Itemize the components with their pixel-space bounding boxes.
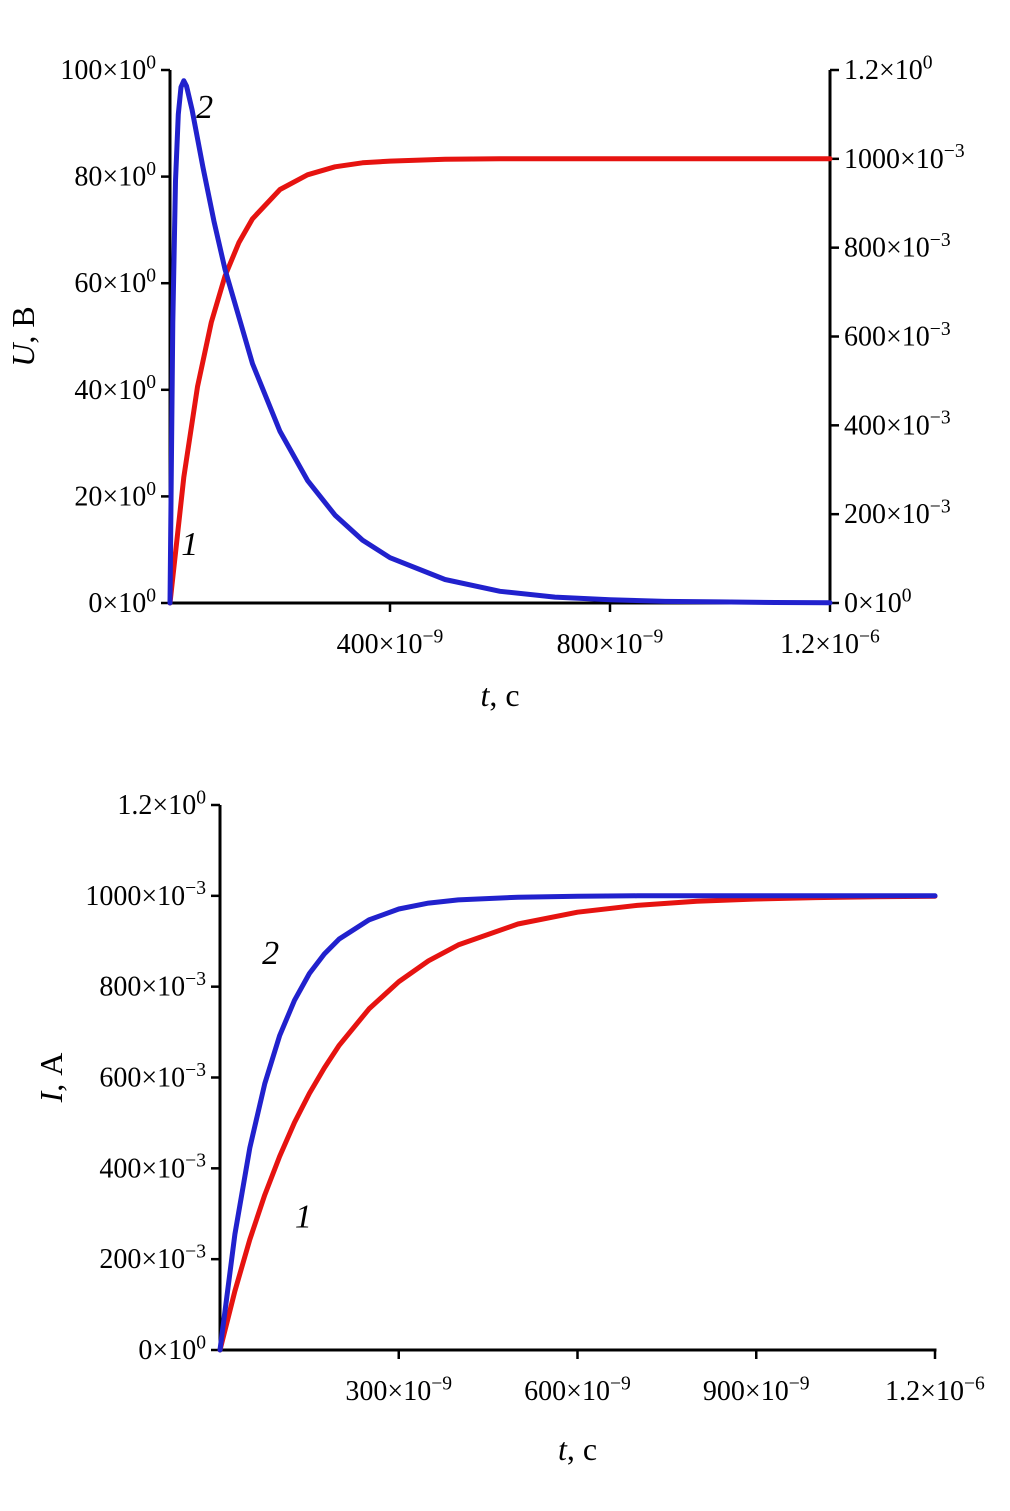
y-right-tick-label: 1000×10−3 (844, 141, 965, 175)
y-tick-label: 800×10−3 (99, 969, 206, 1003)
curve-1 (167, 156, 833, 606)
y-tick-label: 40×100 (74, 372, 156, 406)
curve-1 (217, 893, 938, 1353)
curve-label-1: 1 (295, 1198, 312, 1235)
y-tick-label: 100×100 (60, 52, 156, 86)
y-right-tick-label: 200×10−3 (844, 497, 951, 531)
y-right-tick-label: 1.2×100 (844, 52, 933, 86)
y-right-tick-label: 600×10−3 (844, 319, 951, 353)
curve-label-2: 2 (262, 935, 279, 972)
curve-label-1: 1 (181, 526, 198, 563)
current-chart-figure: 300×10−9 600×10−9 900×10−9 1.2×10−6 0×100 200… (0, 745, 1010, 1511)
x-tick-label: 1.2×10−6 (780, 626, 880, 660)
y-tick-label: 60×100 (74, 266, 156, 300)
y-right-tick-label: 800×10−3 (844, 230, 951, 264)
y-right-tick-label: 0×100 (844, 585, 912, 619)
current-time-chart: 300×10−9 600×10−9 900×10−9 1.2×10−6 0×100 200… (33, 787, 985, 1467)
y-tick-label: 1000×10−3 (85, 878, 206, 912)
curve-label-2: 2 (196, 89, 213, 126)
x-axis-title: t, с (480, 677, 519, 713)
voltage-chart-figure: 400×10−9 800×10−9 1.2×10−6 0×100 20×100 40×10… (0, 0, 1010, 745)
y-tick-label: 600×10−3 (99, 1060, 206, 1094)
y-axis-title: I, А (33, 1053, 69, 1104)
y-tick-label: 1.2×100 (117, 787, 206, 821)
y-tick-label: 0×100 (88, 585, 156, 619)
y-tick-label: 400×10−3 (99, 1151, 206, 1185)
x-tick-label: 800×10−9 (557, 626, 664, 660)
x-tick-label: 900×10−9 (703, 1373, 810, 1407)
y-axis-title: U, В (5, 306, 41, 366)
y-right-tick-label: 400×10−3 (844, 408, 951, 442)
x-tick-label: 400×10−9 (337, 626, 444, 660)
x-tick-label: 300×10−9 (345, 1373, 452, 1407)
curve-2 (167, 78, 833, 606)
y-tick-label: 80×100 (74, 159, 156, 193)
curve-2 (217, 893, 938, 1353)
voltage-time-chart: 400×10−9 800×10−9 1.2×10−60×10020×10040×10… (5, 52, 965, 713)
x-tick-label: 1.2×10−6 (885, 1373, 985, 1407)
x-tick-label: 600×10−9 (524, 1373, 631, 1407)
x-axis-title: t, с (558, 1431, 597, 1467)
y-tick-label: 20×100 (74, 479, 156, 513)
y-tick-label: 0×100 (138, 1332, 206, 1366)
y-tick-label: 200×10−3 (99, 1242, 206, 1276)
